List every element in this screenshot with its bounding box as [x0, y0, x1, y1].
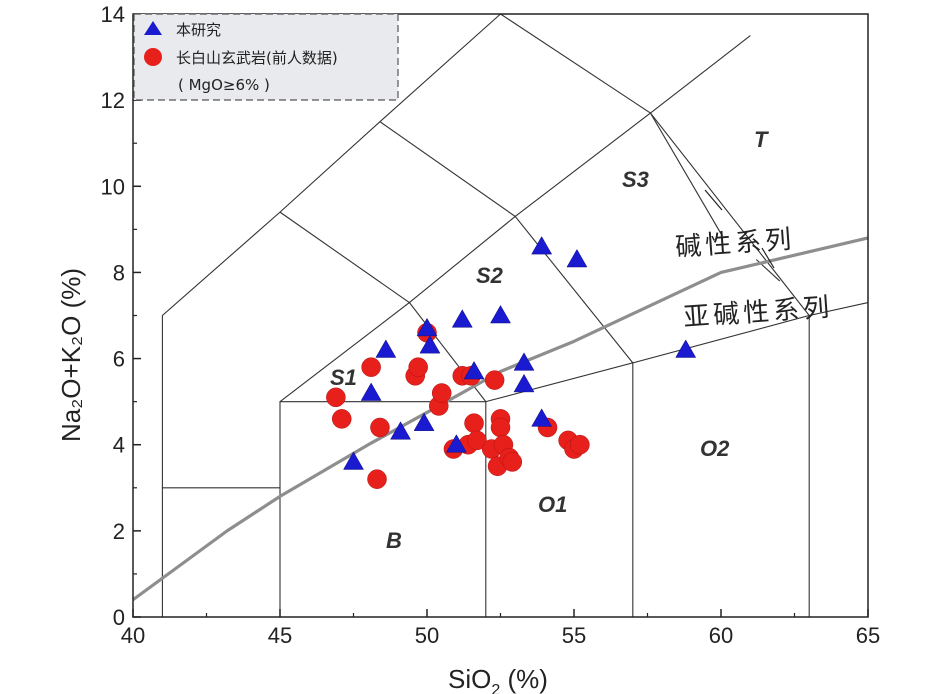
data-point-circle [331, 409, 352, 429]
data-point-circle [490, 417, 511, 438]
data-point-triangle [566, 249, 588, 268]
legend-triangle-marker [144, 21, 162, 35]
legend-label-mgo-note: ( MgO≥6% ) [178, 76, 270, 94]
y-tick-label: 0 [113, 605, 125, 630]
field-label-s2: S2 [476, 263, 504, 288]
data-point-circle [370, 417, 390, 438]
tas-field-line [279, 401, 487, 617]
data-point-triangle [463, 360, 485, 380]
data-point-circle [464, 413, 484, 433]
data-point-triangle [445, 434, 467, 453]
subalkaline-series-label: 亚碱性系列 [682, 293, 834, 333]
field-label-b: B [386, 528, 402, 553]
field-labels: S1 S2 S3 T B O1 O2 [330, 127, 769, 553]
data-point-triangle [531, 408, 553, 427]
field-label-o2: O2 [700, 436, 730, 461]
data-point-circle [367, 469, 387, 489]
legend-label-previous-data: 长白山玄武岩(前人数据) [176, 49, 338, 67]
legend-circle-marker [144, 48, 162, 66]
data-point-triangle [416, 317, 438, 337]
data-point-triangle [413, 412, 435, 431]
data-point-triangle [675, 339, 697, 358]
data-point-triangle [513, 352, 535, 371]
tas-field-line [500, 13, 869, 317]
tas-field-lines [161, 13, 869, 617]
series-label-connector-upper [704, 189, 723, 211]
data-point-circle [570, 434, 590, 455]
x-tick-label: 40 [121, 623, 145, 648]
tas-field-line [649, 112, 722, 234]
data-point-circle [484, 370, 505, 390]
y-tick-label: 2 [113, 519, 125, 544]
data-point-triangle [360, 382, 382, 401]
series-circle-group [326, 322, 590, 489]
tas-field-line [379, 121, 634, 364]
x-tick-label: 65 [856, 623, 880, 648]
y-axis-ticks: 0 2 4 6 8 10 12 14 [101, 2, 141, 630]
y-tick-label: 10 [101, 174, 125, 199]
y-tick-label: 8 [113, 260, 125, 285]
data-points [326, 236, 697, 489]
tas-field-line [485, 362, 634, 617]
alkaline-subalkaline-boundary [132, 236, 869, 602]
data-point-circle [361, 357, 381, 377]
data-point-triangle [513, 373, 535, 393]
y-tick-label: 4 [113, 433, 125, 458]
data-point-triangle [375, 339, 397, 358]
alkaline-series-label: 碱性系列 [674, 225, 796, 263]
legend-box [133, 13, 399, 101]
x-axis-label-sub: 2 [491, 682, 500, 694]
data-point-circle [326, 387, 346, 408]
legend: 本研究 长白山玄武岩(前人数据) ( MgO≥6% ) [133, 13, 399, 101]
data-point-triangle [531, 236, 553, 255]
tas-field-line [632, 314, 810, 617]
data-point-circle [408, 357, 428, 377]
y-tick-label: 12 [101, 88, 125, 113]
data-point-triangle [490, 304, 511, 324]
alkaline-boundary-line [132, 236, 869, 602]
x-tick-label: 50 [415, 623, 439, 648]
x-axis-ticks: 40 45 50 55 60 65 [121, 609, 880, 648]
y-tick-label: 14 [101, 2, 125, 27]
data-point-triangle [451, 309, 473, 328]
field-label-o1: O1 [538, 492, 567, 517]
legend-label-this-study: 本研究 [176, 21, 221, 39]
x-tick-label: 60 [709, 623, 733, 648]
data-point-circle [502, 452, 523, 472]
field-label-t: T [754, 127, 769, 152]
x-axis-label-tail: (%) [500, 664, 548, 694]
x-axis-label-main: SiO [448, 664, 491, 694]
data-point-triangle [390, 421, 411, 440]
data-point-triangle [343, 451, 364, 470]
x-tick-label: 45 [268, 623, 292, 648]
field-label-s1: S1 [330, 365, 357, 390]
series-label-connector-lower [761, 247, 775, 269]
x-axis-label: SiO2 (%) [448, 664, 548, 694]
data-point-circle [431, 383, 452, 403]
y-axis-label: Na₂O+K₂O (%) [56, 268, 86, 442]
data-point-circle [467, 430, 487, 451]
series-triangle-group [343, 236, 697, 470]
field-label-s3: S3 [622, 167, 649, 192]
data-point-triangle [419, 335, 441, 354]
x-tick-label: 55 [562, 623, 586, 648]
y-tick-label: 6 [113, 347, 125, 372]
